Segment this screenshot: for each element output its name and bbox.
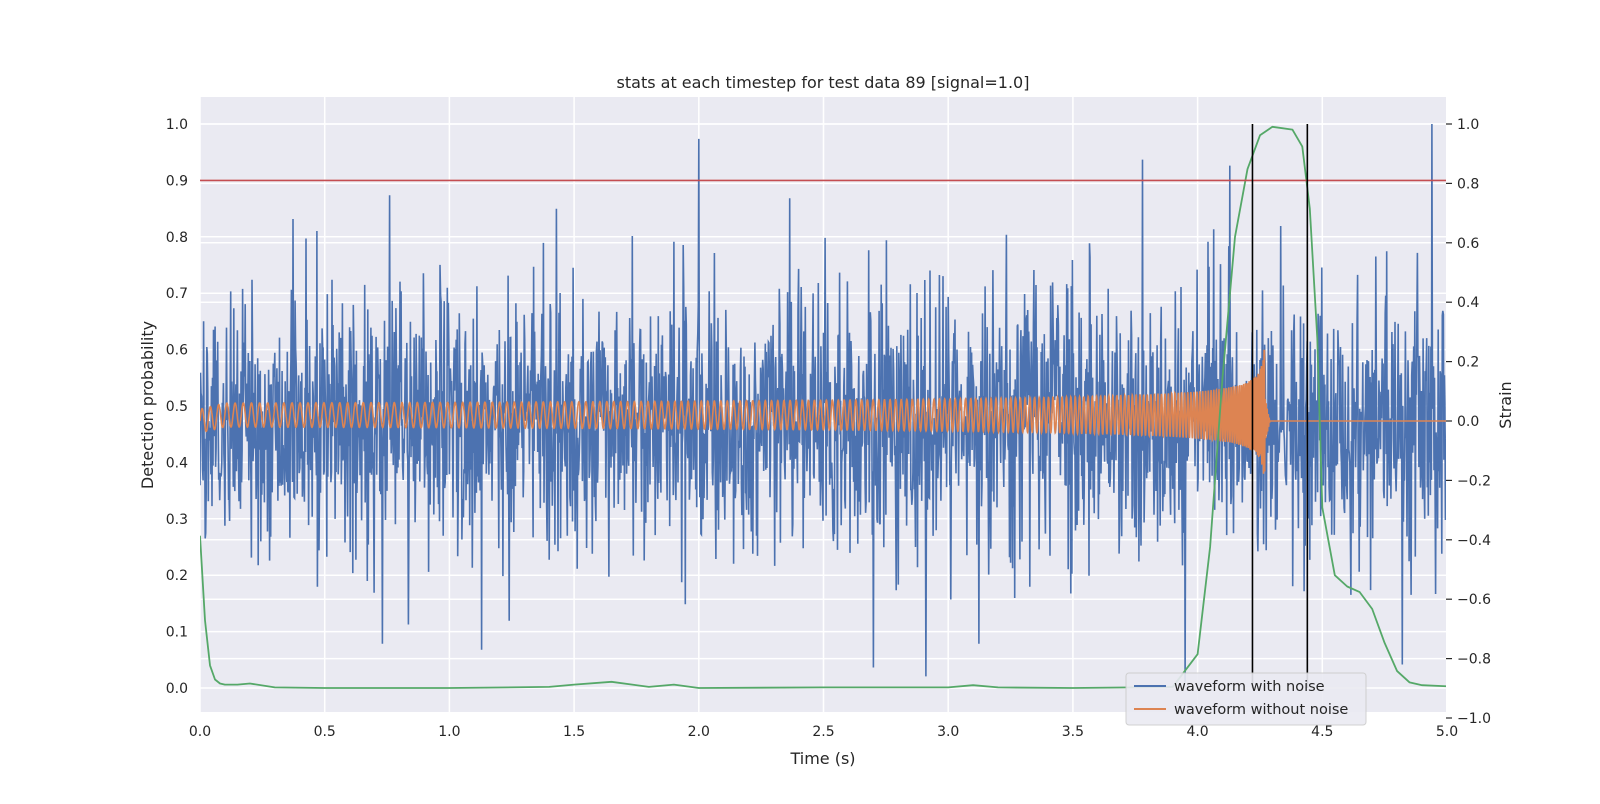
y-tick-label-left: 0.3 [166,512,188,528]
y-tick-label-right: −0.6 [1457,592,1491,608]
y-tick-label-left: 0.5 [166,399,188,415]
y-tick-label-left: 0.7 [166,286,188,302]
legend: waveform with noise waveform without noi… [1125,672,1367,726]
y-tick-label-left: 0.0 [166,681,188,697]
ticks-layer: 0.0 0.5 1.0 1.5 2.0 2.5 3.0 3.5 4.0 4.5 5.0 0.0 0.1 0… [166,117,1491,740]
y-tick-label-right: −0.2 [1457,473,1491,489]
x-tick-label: 1.5 [563,724,585,740]
y-tick-label-right: 0.2 [1457,355,1479,371]
y-tick-label-left: 0.1 [166,625,188,641]
x-tick-label: 5.0 [1436,724,1458,740]
x-tick-label: 1.0 [438,724,460,740]
y-tick-label-right: 0.0 [1457,414,1479,430]
y-tick-label-right: 0.4 [1457,295,1479,311]
y-axis-label-left: Detection probability [138,321,157,489]
y-tick-label-right: 0.6 [1457,236,1479,252]
y-tick-label-right: −1.0 [1457,711,1491,727]
x-tick-label: 4.0 [1186,724,1208,740]
y-tick-label-left: 0.2 [166,568,188,584]
y-axis-label-right: Strain [1496,381,1515,428]
y-tick-label-left: 0.9 [166,173,188,189]
y-tick-label-right: −0.4 [1457,533,1491,549]
y-tick-label-left: 0.8 [166,230,188,246]
x-tick-label: 2.0 [688,724,710,740]
y-tick-label-right: 1.0 [1457,117,1479,133]
y-tick-label-left: 0.6 [166,343,188,359]
y-tick-label-left: 1.0 [166,117,188,133]
x-tick-label: 3.5 [1062,724,1084,740]
legend-box [1125,672,1367,726]
x-tick-label: 0.5 [314,724,336,740]
series-layer [200,123,1446,689]
chart-title: stats at each timestep for test data 89 … [617,73,1030,92]
x-tick-label: 2.5 [812,724,834,740]
x-axis-label: Time (s) [789,749,855,768]
legend-label-clean: waveform without noise [1174,702,1348,718]
series-waveform-without-noise [200,349,1446,474]
x-tick-label: 0.0 [189,724,211,740]
series-detection-probability [200,125,1446,689]
y-tick-label-right: −0.8 [1457,652,1491,668]
legend-label-noise: waveform with noise [1174,679,1325,695]
series-waveform-with-noise [200,123,1446,683]
y-tick-label-right: 0.8 [1457,176,1479,192]
overlay-layer [200,124,1446,688]
y-tick-label-left: 0.4 [166,455,188,471]
x-tick-label: 3.0 [937,724,959,740]
x-tick-label: 4.5 [1311,724,1333,740]
